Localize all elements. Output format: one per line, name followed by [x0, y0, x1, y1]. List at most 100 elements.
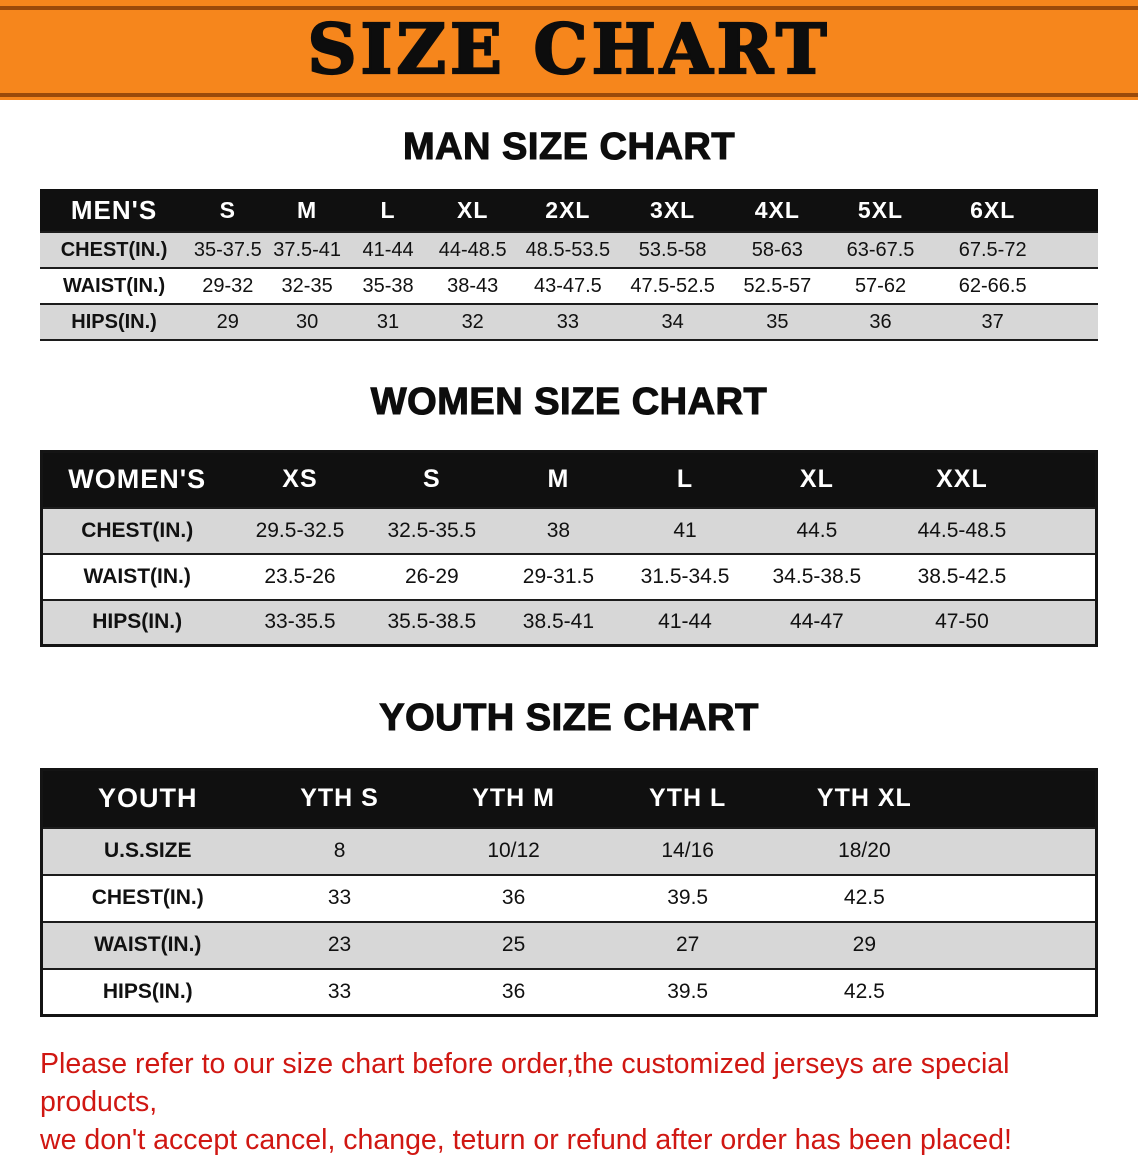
- size-value-cell: 43-47.5: [516, 267, 620, 304]
- row-label-cell: U.S.SIZE: [41, 826, 253, 875]
- size-value-cell: 29-31.5: [495, 552, 622, 600]
- size-value-cell: 57-62: [829, 267, 932, 304]
- spacer-cell: [1053, 267, 1098, 304]
- size-column-header: S: [188, 189, 268, 232]
- size-column-header: L: [346, 189, 430, 232]
- waist-row: WAIST(IN.) 29-32 32-35 35-38 38-43 43-47…: [40, 267, 1098, 304]
- size-value-cell: 44.5-48.5: [885, 506, 1039, 554]
- size-value-cell: 44-48.5: [429, 231, 517, 268]
- size-column-header: YTH S: [252, 769, 427, 828]
- size-column-header: YTH XL: [774, 769, 955, 828]
- size-value-cell: 33: [252, 873, 427, 922]
- size-value-cell: 32-35: [267, 267, 347, 304]
- size-value-cell: 38-43: [429, 267, 517, 304]
- size-value-cell: 48.5-53.5: [516, 231, 620, 268]
- womens-table-corner-label: WOMEN'S: [41, 451, 232, 508]
- womens-header-row: WOMEN'S XS S M L XL XXL: [41, 451, 1097, 508]
- spacer-cell: [954, 920, 1097, 969]
- waist-row: WAIST(IN.) 23 25 27 29: [41, 920, 1097, 969]
- youth-size-chart-heading: YOUTH SIZE CHART: [379, 696, 759, 739]
- chest-row: CHEST(IN.) 33 36 39.5 42.5: [41, 873, 1097, 922]
- size-value-cell: 42.5: [774, 967, 955, 1016]
- size-value-cell: 63-67.5: [829, 231, 932, 268]
- man-size-chart-heading: MAN SIZE CHART: [402, 125, 736, 168]
- size-column-header: 5XL: [829, 189, 932, 232]
- size-value-cell: 29.5-32.5: [231, 506, 369, 554]
- spacer-cell: [954, 826, 1097, 875]
- hips-row: HIPS(IN.) 33-35.5 35.5-38.5 38.5-41 41-4…: [41, 598, 1097, 646]
- size-value-cell: 33-35.5: [231, 598, 369, 646]
- size-value-cell: 35-38: [346, 267, 430, 304]
- size-column-header: 4XL: [725, 189, 830, 232]
- size-value-cell: 23.5-26: [231, 552, 369, 600]
- spacer-cell: [954, 873, 1097, 922]
- size-value-cell: 37.5-41: [267, 231, 347, 268]
- size-value-cell: 33: [516, 303, 620, 341]
- size-column-header: M: [495, 451, 622, 508]
- waist-row: WAIST(IN.) 23.5-26 26-29 29-31.5 31.5-34…: [41, 552, 1097, 600]
- order-notice-line-1: Please refer to our size chart before or…: [40, 1048, 1010, 1119]
- size-value-cell: 34: [619, 303, 726, 341]
- chest-row: CHEST(IN.) 35-37.5 37.5-41 41-44 44-48.5…: [40, 231, 1098, 268]
- size-value-cell: 38.5-42.5: [885, 552, 1039, 600]
- size-column-header: L: [621, 451, 749, 508]
- youth-table-corner-label: YOUTH: [41, 769, 253, 828]
- size-value-cell: 36: [426, 873, 601, 922]
- spacer-cell: [1053, 189, 1098, 232]
- size-value-cell: 10/12: [426, 826, 601, 875]
- size-value-cell: 44.5: [748, 506, 886, 554]
- size-value-cell: 39.5: [600, 967, 775, 1016]
- spacer-cell: [1038, 598, 1097, 646]
- size-value-cell: 52.5-57: [725, 267, 830, 304]
- women-size-chart-heading: WOMEN SIZE CHART: [370, 380, 768, 423]
- row-label-cell: WAIST(IN.): [41, 552, 232, 600]
- mens-size-table: MEN'S S M L XL 2XL 3XL 4XL 5XL 6XL CHEST…: [40, 189, 1098, 341]
- youth-size-table: YOUTH YTH S YTH M YTH L YTH XL U.S.SIZE …: [40, 768, 1098, 1017]
- size-value-cell: 32.5-35.5: [368, 506, 496, 554]
- size-value-cell: 31.5-34.5: [621, 552, 749, 600]
- us-size-row: U.S.SIZE 8 10/12 14/16 18/20: [41, 826, 1097, 875]
- youth-header-row: YOUTH YTH S YTH M YTH L YTH XL: [41, 769, 1097, 828]
- spacer-cell: [1038, 506, 1097, 554]
- banner-title: SIZE CHART: [306, 9, 831, 91]
- row-label-cell: WAIST(IN.): [40, 267, 189, 304]
- size-value-cell: 36: [829, 303, 932, 341]
- size-value-cell: 18/20: [774, 826, 955, 875]
- size-value-cell: 42.5: [774, 873, 955, 922]
- size-column-header: 3XL: [619, 189, 726, 232]
- size-value-cell: 58-63: [725, 231, 830, 268]
- size-column-header: YTH M: [426, 769, 601, 828]
- size-value-cell: 32: [429, 303, 517, 341]
- size-value-cell: 33: [252, 967, 427, 1016]
- spacer-cell: [1053, 231, 1098, 268]
- size-value-cell: 36: [426, 967, 601, 1016]
- spacer-cell: [1038, 451, 1097, 508]
- size-value-cell: 38: [495, 506, 622, 554]
- size-value-cell: 44-47: [748, 598, 886, 646]
- size-value-cell: 41-44: [621, 598, 749, 646]
- size-column-header: XS: [231, 451, 369, 508]
- size-chart-banner: SIZE CHART: [0, 0, 1138, 100]
- size-value-cell: 35.5-38.5: [368, 598, 496, 646]
- size-value-cell: 41-44: [346, 231, 430, 268]
- size-value-cell: 29: [774, 920, 955, 969]
- size-value-cell: 53.5-58: [619, 231, 726, 268]
- size-column-header: 6XL: [931, 189, 1054, 232]
- spacer-cell: [954, 967, 1097, 1016]
- size-value-cell: 35-37.5: [188, 231, 268, 268]
- size-value-cell: 29: [188, 303, 268, 341]
- size-value-cell: 39.5: [600, 873, 775, 922]
- spacer-cell: [1053, 303, 1098, 341]
- row-label-cell: CHEST(IN.): [41, 873, 253, 922]
- size-value-cell: 30: [267, 303, 347, 341]
- size-value-cell: 31: [346, 303, 430, 341]
- size-value-cell: 62-66.5: [931, 267, 1054, 304]
- hips-row: HIPS(IN.) 33 36 39.5 42.5: [41, 967, 1097, 1016]
- spacer-cell: [1038, 552, 1097, 600]
- size-value-cell: 37: [931, 303, 1054, 341]
- size-value-cell: 29-32: [188, 267, 268, 304]
- row-label-cell: CHEST(IN.): [41, 506, 232, 554]
- size-value-cell: 26-29: [368, 552, 496, 600]
- size-column-header: XL: [748, 451, 886, 508]
- size-value-cell: 47.5-52.5: [619, 267, 726, 304]
